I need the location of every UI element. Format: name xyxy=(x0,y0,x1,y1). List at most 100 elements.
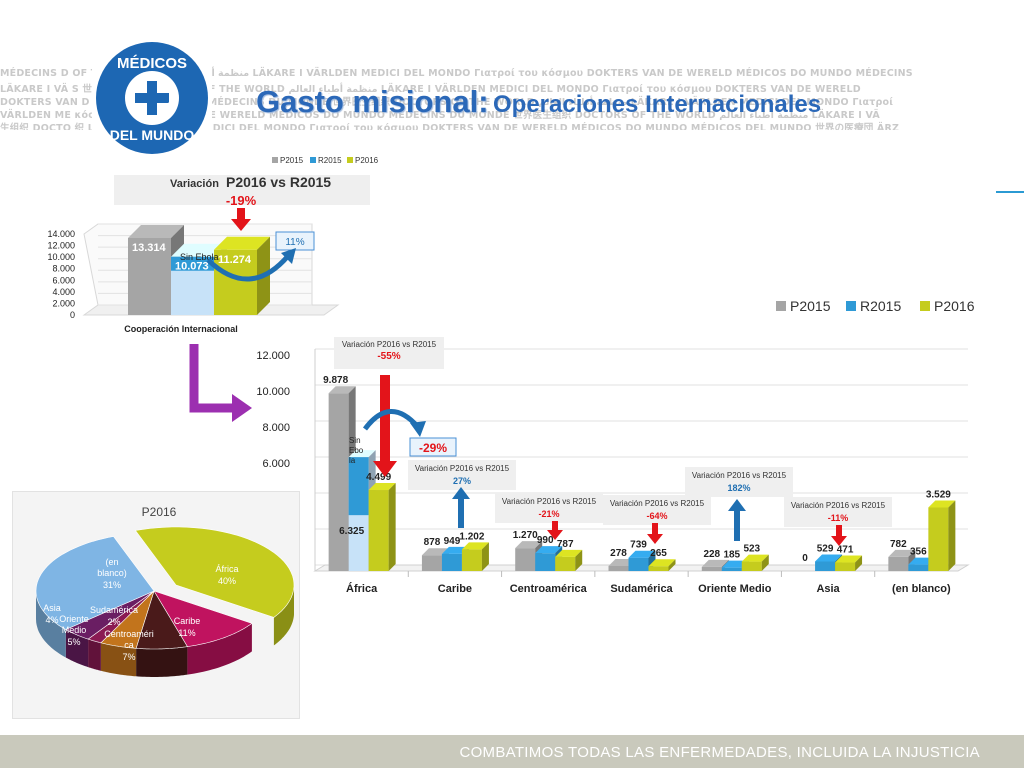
blue-up-arrow-icon xyxy=(458,497,464,528)
bar-p2016 xyxy=(928,500,956,571)
pie-title: P2016 xyxy=(142,505,177,519)
data-label: 3.529 xyxy=(926,489,951,500)
pie-slice-side xyxy=(65,629,89,668)
data-label: 990 xyxy=(537,535,554,546)
legend-label: P2016 xyxy=(355,156,379,165)
small-y-tick: 14.000 xyxy=(47,229,75,239)
legend-label: P2015 xyxy=(790,298,831,314)
data-label: 4.499 xyxy=(366,472,391,483)
pie-slice-side xyxy=(273,585,294,646)
variation-value: -19% xyxy=(226,193,257,208)
variation-box xyxy=(685,467,793,497)
small-y-tick: 0 xyxy=(70,310,75,320)
logo-text-bottom: DEL MUNDO xyxy=(110,127,195,143)
sin-ebola-label: Sin Ebo la xyxy=(349,436,364,465)
sin-ebola-variation-box xyxy=(409,437,457,457)
red-down-arrow-icon xyxy=(652,523,658,535)
data-label: 9.878 xyxy=(323,375,348,386)
variation-title: P2016 vs R2015 xyxy=(226,174,331,190)
legend-swatch-p2015 xyxy=(272,157,278,163)
data-label: 278 xyxy=(610,548,627,559)
legend-swatch-r2015 xyxy=(310,157,316,163)
pie-label: (en blanco) 31% xyxy=(97,557,127,590)
main-y-tick: 12.000 xyxy=(256,350,290,362)
small-y-tick: 12.000 xyxy=(47,241,75,251)
pie-slice xyxy=(35,536,155,630)
banner-line: 生组织 DOCTO 织 LÄKARE I VÄRLDEN MEDICI DEL … xyxy=(0,123,900,130)
main-y-tick: 8.000 xyxy=(262,422,290,434)
title-sub: Operaciones Internacionales xyxy=(493,91,822,118)
footer-bar: COMBATIMOS TODAS LAS ENFERMEDADES, INCLU… xyxy=(0,735,1024,768)
red-down-arrow-icon xyxy=(552,521,558,531)
pie-slice-side xyxy=(187,623,252,675)
category-label: África xyxy=(346,582,378,595)
data-label: 471 xyxy=(837,545,854,556)
data-label: 0 xyxy=(802,553,808,564)
bar-p2016 xyxy=(555,549,583,571)
category-label: Caribe xyxy=(438,583,472,595)
data-label: 529 xyxy=(817,543,834,554)
pie-label: Caribe 11% xyxy=(174,616,201,638)
category-label: (en blanco) xyxy=(892,583,951,595)
small-y-tick: 10.000 xyxy=(47,252,75,262)
pie-slice xyxy=(134,526,295,618)
data-label: 6.325 xyxy=(339,526,364,537)
small-y-tick: 2.000 xyxy=(52,298,75,308)
category-label: Sudamérica xyxy=(610,583,673,595)
red-down-arrow-head-icon xyxy=(647,534,663,544)
data-label: 523 xyxy=(743,544,760,555)
red-down-arrow-head-icon xyxy=(547,530,563,540)
small-data-label: 13.314 xyxy=(132,242,167,254)
data-label: 265 xyxy=(650,548,667,559)
bar-p2016 xyxy=(835,555,863,571)
variation-value: -11% xyxy=(828,513,849,523)
sin-ebola-label: Sin Ebola xyxy=(180,252,219,262)
legend-label: P2015 xyxy=(280,156,304,165)
variation-box xyxy=(408,460,516,490)
variation-label: Variación P2016 vs R2015 xyxy=(791,501,886,510)
legend-label: P2016 xyxy=(934,298,975,314)
red-down-arrow-head-icon xyxy=(831,536,847,546)
small-bar-chart: P2015 R2015 P2016 Variación P2016 vs R20… xyxy=(47,156,379,334)
sin-ebola-variation-value: -29% xyxy=(419,441,447,455)
red-arrow-head-icon xyxy=(373,461,397,477)
footer-slogan: COMBATIMOS TODAS LAS ENFERMEDADES, INCLU… xyxy=(459,744,980,761)
data-label: 782 xyxy=(890,539,907,550)
variation-label: Variación P2016 vs R2015 xyxy=(415,464,510,473)
category-label: Asia xyxy=(816,583,840,595)
title-main: Gasto misional: xyxy=(256,84,489,119)
small-y-tick: 6.000 xyxy=(52,275,75,285)
banner-line: DOKTERS VAN D ÉDICOS DEL MUNDO MÉDECINS … xyxy=(0,97,894,108)
pie-slice xyxy=(100,590,155,649)
variation-label: Variación P2016 vs R2015 xyxy=(692,471,787,480)
r2015-top-band xyxy=(171,256,214,271)
main-bar-chart: P2015 R2015 P2016 6.000 8.000 10.000 12.000… xyxy=(256,298,975,595)
small-data-label: 11.274 xyxy=(218,254,252,266)
category-label: Centroamérica xyxy=(510,583,588,595)
variation-value: -21% xyxy=(538,509,559,519)
pie-label: Centroaméri ca 7% xyxy=(104,629,154,662)
legend-swatch-r2015 xyxy=(846,301,856,311)
r2015-top-band xyxy=(348,457,369,516)
main-y-tick: 6.000 xyxy=(262,458,290,470)
pie-chart: P2016 África 40% Caribe 11% Centroaméri ca 7% O… xyxy=(35,505,295,677)
legend-label: R2015 xyxy=(318,156,342,165)
variation-label: Variación P2016 vs R2015 xyxy=(502,497,597,506)
red-arrow-head-icon xyxy=(231,219,251,231)
variation-box xyxy=(114,175,370,205)
curved-arrow-head-icon xyxy=(410,421,426,437)
blue-up-arrow-icon xyxy=(734,509,740,541)
purple-l-arrow-icon xyxy=(189,344,252,422)
small-data-label: 10.073 xyxy=(175,261,209,273)
curved-arrow-head-icon xyxy=(281,248,296,264)
data-label: 1.270 xyxy=(513,530,538,541)
variation-value: -55% xyxy=(377,351,400,362)
small-category-label: Cooperación Internacional xyxy=(124,324,238,334)
legend-swatch-p2015 xyxy=(776,301,786,311)
pie-slice-side xyxy=(88,639,101,671)
pie-slice-side xyxy=(36,591,66,658)
pie-label: Oriente Medio 5% xyxy=(59,614,89,647)
blue-up-arrow-head-icon xyxy=(728,499,746,511)
increase-value: 11% xyxy=(285,237,304,248)
curved-arrow-icon xyxy=(206,254,290,282)
